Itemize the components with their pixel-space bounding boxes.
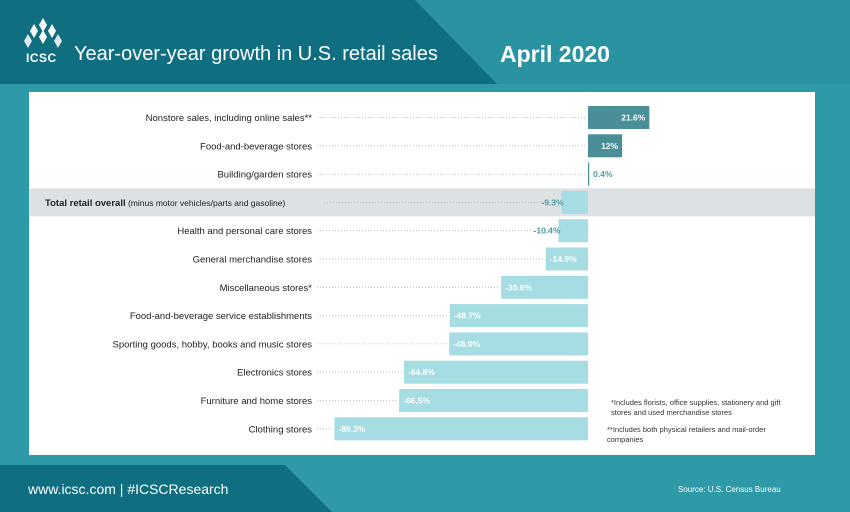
value-label-food-and-beverage-service-establishments: -48.7% [454,311,481,321]
bar-furniture-and-home-stores [399,389,588,412]
category-label-clothing-stores: Clothing stores [249,424,313,435]
bar-total-retail-overall [561,190,588,214]
category-label-sporting-goods-hobby-books-and-music-stores: Sporting goods, hobby, books and music s… [113,339,313,350]
category-label-building-garden-stores: Building/garden stores [217,170,312,181]
footer-links[interactable]: www.icsc.com | #ICSCResearch [28,481,229,497]
category-label-health-and-personal-care-stores: Health and personal care stores [177,226,312,237]
value-label-general-merchandise-stores: -14.9% [550,254,577,264]
bar-chart: Nonstore sales, including online sales**… [29,106,815,441]
footnote-misc: *Includes florists, office supplies, sta… [611,398,781,417]
bar-food-and-beverage-stores [588,134,623,158]
value-label-building-garden-stores: 0.4% [593,169,613,179]
footer-band [0,465,332,512]
category-label-electronics-stores: Electronics stores [237,368,312,379]
value-label-furniture-and-home-stores: -66.5% [403,396,430,406]
category-label-nonstore-sales-including-online-sales: Nonstore sales, including online sales** [146,113,313,124]
bar-electronics-stores [403,360,588,384]
value-label-food-and-beverage-stores: 12% [601,141,618,151]
report-date: April 2020 [500,41,610,67]
category-label-miscellaneous-stores: Miscellaneous stores* [220,283,313,294]
bar-building-garden-stores [588,162,590,186]
category-label-food-and-beverage-stores: Food-and-beverage stores [200,141,312,152]
category-label-general-merchandise-stores: General merchandise stores [193,255,313,266]
category-label-food-and-beverage-service-establishments: Food-and-beverage service establishments [130,311,312,322]
icsc-logo-icon [24,18,62,48]
source-note: Source: U.S. Census Bureau [678,485,781,494]
bar-health-and-personal-care-stores [558,219,588,243]
value-label-clothing-stores: -89.3% [338,424,365,434]
chart-panel: Nonstore sales, including online sales**… [29,92,815,455]
bar-clothing-stores [334,417,588,441]
logo-text: ICSC [26,51,57,65]
value-label-total-retail-overall: -9.3% [541,197,564,207]
value-label-miscellaneous-stores: -30.6% [505,282,532,292]
header-date-band [415,0,850,84]
highlight-row-total-retail-overall [29,188,815,217]
bar-nonstore-sales-including-online-sales [588,106,650,129]
value-label-electronics-stores: -64.8% [408,367,435,377]
value-label-sporting-goods-hobby-books-and-music-stores: -48.9% [453,339,480,349]
value-label-health-and-personal-care-stores: -10.4% [534,226,561,236]
category-label-furniture-and-home-stores: Furniture and home stores [201,396,313,407]
bar-sporting-goods-hobby-books-and-music-stores [449,332,588,356]
bar-miscellaneous-stores [501,275,588,299]
page-title: Year-over-year growth in U.S. retail sal… [74,43,438,65]
bar-food-and-beverage-service-establishments [449,304,588,328]
footnote-nonstore: **Includes both physical retailers and m… [607,425,766,444]
value-label-nonstore-sales-including-online-sales: 21.6% [621,113,646,123]
category-label-total-retail-overall: Total retail overall (minus motor vehicl… [45,198,285,209]
bar-general-merchandise-stores [545,247,588,271]
